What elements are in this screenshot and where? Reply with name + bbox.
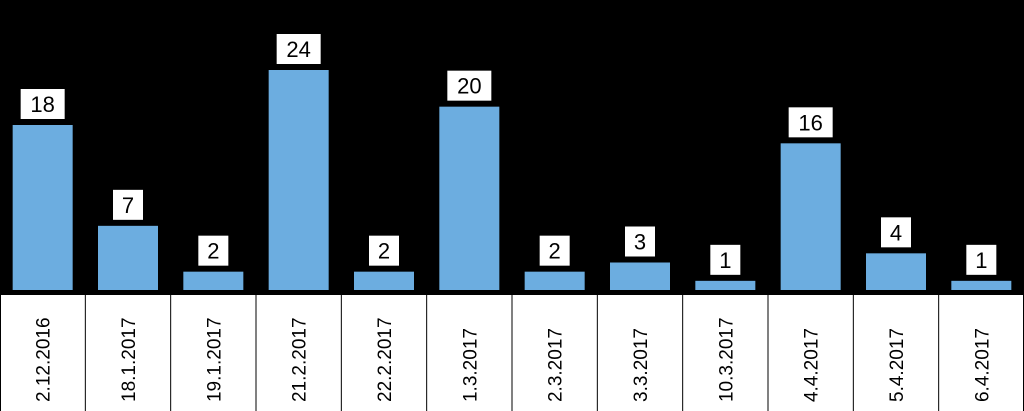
bars-group (12, 70, 1012, 291)
data-label: 2 (378, 239, 390, 264)
bar-1.3.2017 (439, 106, 500, 291)
bar-6.4.2017 (951, 280, 1012, 290)
data-label-box (625, 226, 655, 257)
bar-18.1.2017 (98, 225, 158, 290)
data-label: 1 (719, 248, 731, 273)
data-label-box (788, 107, 833, 138)
bar-5.4.2017 (866, 253, 926, 290)
data-label: 2 (549, 239, 561, 264)
bar-3.3.2017 (610, 262, 670, 290)
category-label: 21.2.2017 (290, 317, 311, 402)
data-label: 16 (798, 110, 822, 135)
category-label: 6.4.2017 (972, 328, 993, 402)
data-label: 7 (122, 193, 134, 218)
category-label: 1.3.2017 (460, 328, 481, 402)
data-label-box (966, 244, 997, 275)
bar-22.2.2017 (354, 271, 414, 290)
data-label-box (710, 244, 741, 275)
data-label: 1 (975, 248, 987, 273)
bar-4.4.2017 (780, 143, 841, 290)
data-label-box (113, 189, 143, 220)
data-label-box (447, 70, 492, 101)
data-label-box (20, 89, 65, 119)
category-label: 18.1.2017 (119, 317, 140, 402)
data-label: 3 (634, 230, 646, 255)
category-label: 19.1.2017 (204, 317, 225, 402)
category-label: 5.4.2017 (887, 328, 908, 402)
category-label: 4.4.2017 (802, 328, 823, 402)
bar-2.12.2016 (12, 125, 73, 290)
category-label: 2.3.2017 (546, 328, 567, 402)
data-label-box (198, 235, 229, 266)
data-label-box (369, 235, 399, 266)
data-label: 20 (457, 74, 481, 99)
category-labels-group: 2.12.2016 18.1.2017 19.1.2017 21.2.2017 22.2… (34, 317, 994, 402)
data-labels-group: 18 7 2 24 2 20 2 3 1 16 4 1 (20, 34, 997, 275)
data-label-box (276, 34, 321, 64)
category-label: 10.3.2017 (716, 317, 737, 402)
data-label: 4 (890, 220, 902, 245)
plot-background (0, 0, 1024, 295)
data-label: 2 (207, 239, 219, 264)
category-label: 22.2.2017 (375, 317, 396, 402)
bar-19.1.2017 (183, 271, 244, 290)
bar-21.2.2017 (268, 70, 329, 290)
data-label-box (881, 217, 911, 248)
data-label-box (539, 235, 570, 266)
category-label: 2.12.2016 (34, 317, 55, 402)
bar-10.3.2017 (695, 280, 756, 290)
bar-2.3.2017 (524, 271, 585, 290)
data-label: 24 (286, 37, 310, 62)
category-label: 3.3.2017 (631, 328, 652, 402)
data-label: 18 (30, 92, 54, 117)
